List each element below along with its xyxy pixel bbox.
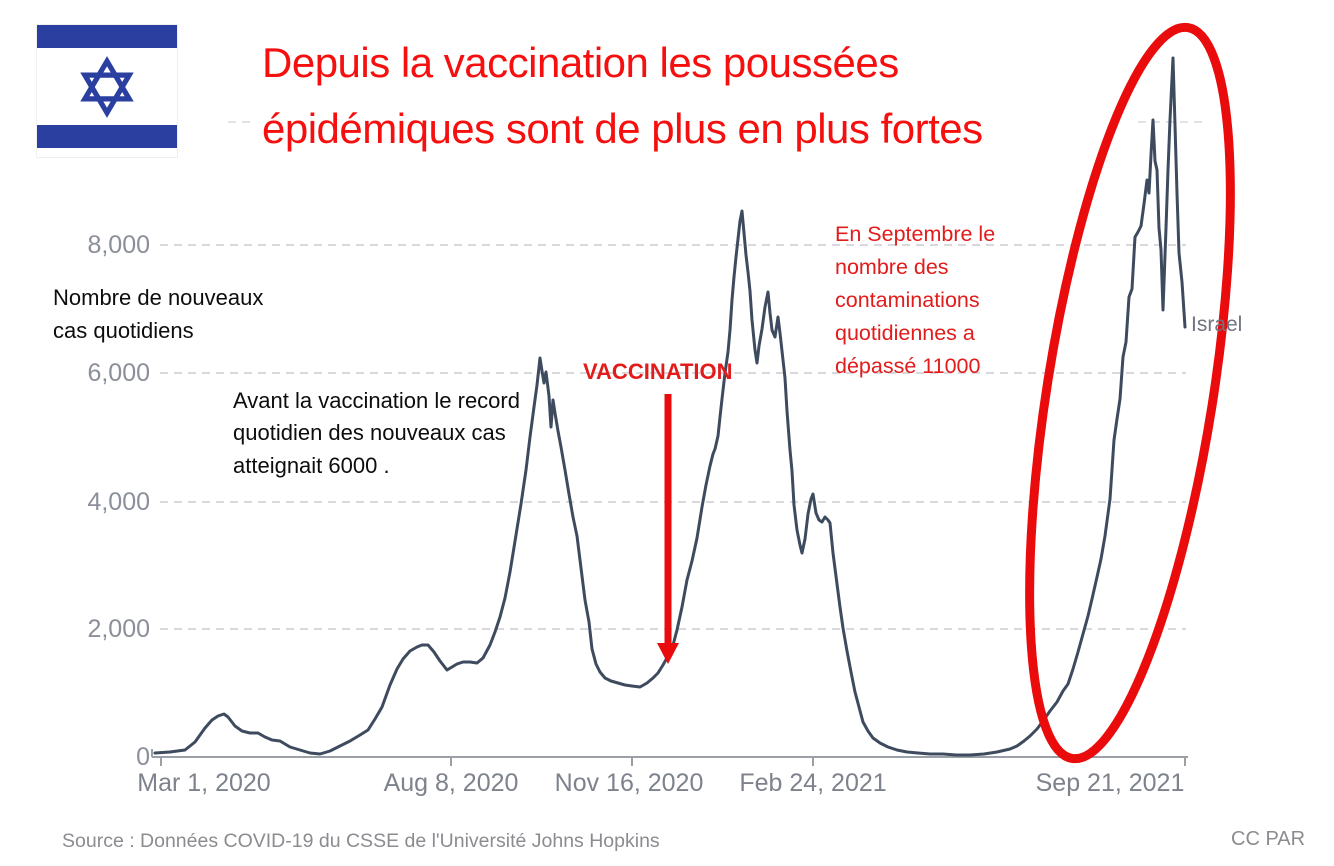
y-tick-8000: 8,000 bbox=[87, 231, 150, 259]
page-title: Depuis la vaccination les poussées épidé… bbox=[262, 30, 1182, 162]
series-label-israel: Israel bbox=[1191, 313, 1243, 336]
flag-stripe-top bbox=[37, 25, 177, 48]
source-credit: Source : Données COVID-19 du CSSE de l'U… bbox=[62, 830, 660, 852]
y-tick-4000: 4,000 bbox=[87, 488, 150, 516]
vaccination-arrow bbox=[657, 394, 679, 664]
annotation-september-line4: quotidiennes a bbox=[835, 320, 975, 345]
x-axis bbox=[151, 749, 1188, 766]
annotation-before-line2: quotidien des nouveaux cas bbox=[233, 420, 506, 446]
flag-stripe-bottom bbox=[37, 125, 177, 148]
x-tick-mar-2020: Mar 1, 2020 bbox=[137, 769, 271, 797]
star-of-david-icon bbox=[80, 56, 134, 118]
israel-flag bbox=[37, 25, 177, 157]
y-axis-caption-line1: Nombre de nouveaux bbox=[53, 285, 264, 310]
israel-line bbox=[153, 56, 1187, 757]
annotation-september-line1: En Septembre le bbox=[835, 222, 996, 246]
y-tick-6000: 6,000 bbox=[87, 359, 150, 387]
page-title-line2: épidémiques sont de plus en plus fortes bbox=[262, 104, 983, 152]
annotation-september-line3: contaminations bbox=[835, 287, 980, 312]
annotation-september: En Septembre le nombre des contamination… bbox=[835, 218, 995, 382]
y-axis-caption: Nombre de nouveaux cas quotidiens bbox=[53, 281, 263, 347]
gridlines bbox=[160, 121, 1205, 630]
y-axis-caption-line2: cas quotidiens bbox=[53, 318, 194, 343]
vaccination-label: VACCINATION bbox=[583, 359, 733, 384]
annotation-september-line2: nombre des bbox=[835, 254, 949, 279]
x-tick-feb-2021: Feb 24, 2021 bbox=[739, 769, 887, 797]
x-tick-nov-2020: Nov 16, 2020 bbox=[554, 769, 704, 797]
annotation-before-line1: Avant la vaccination le record bbox=[233, 388, 520, 413]
highlight-ellipse bbox=[1025, 22, 1235, 764]
annotation-september-line5: dépassé 11000 bbox=[835, 353, 981, 378]
annotation-before-vaccination: Avant la vaccination le record quotidien… bbox=[233, 385, 520, 482]
license-label: CC PAR bbox=[1231, 828, 1306, 850]
y-tick-0: 0 bbox=[136, 743, 150, 771]
y-tick-2000: 2,000 bbox=[87, 615, 150, 643]
annotation-before-line3: atteignait 6000 . bbox=[233, 452, 390, 478]
x-tick-aug-2020: Aug 8, 2020 bbox=[383, 769, 519, 797]
x-tick-sep-2021: Sep 21, 2021 bbox=[1035, 769, 1185, 797]
page-title-line1: Depuis la vaccination les poussées bbox=[262, 39, 899, 86]
